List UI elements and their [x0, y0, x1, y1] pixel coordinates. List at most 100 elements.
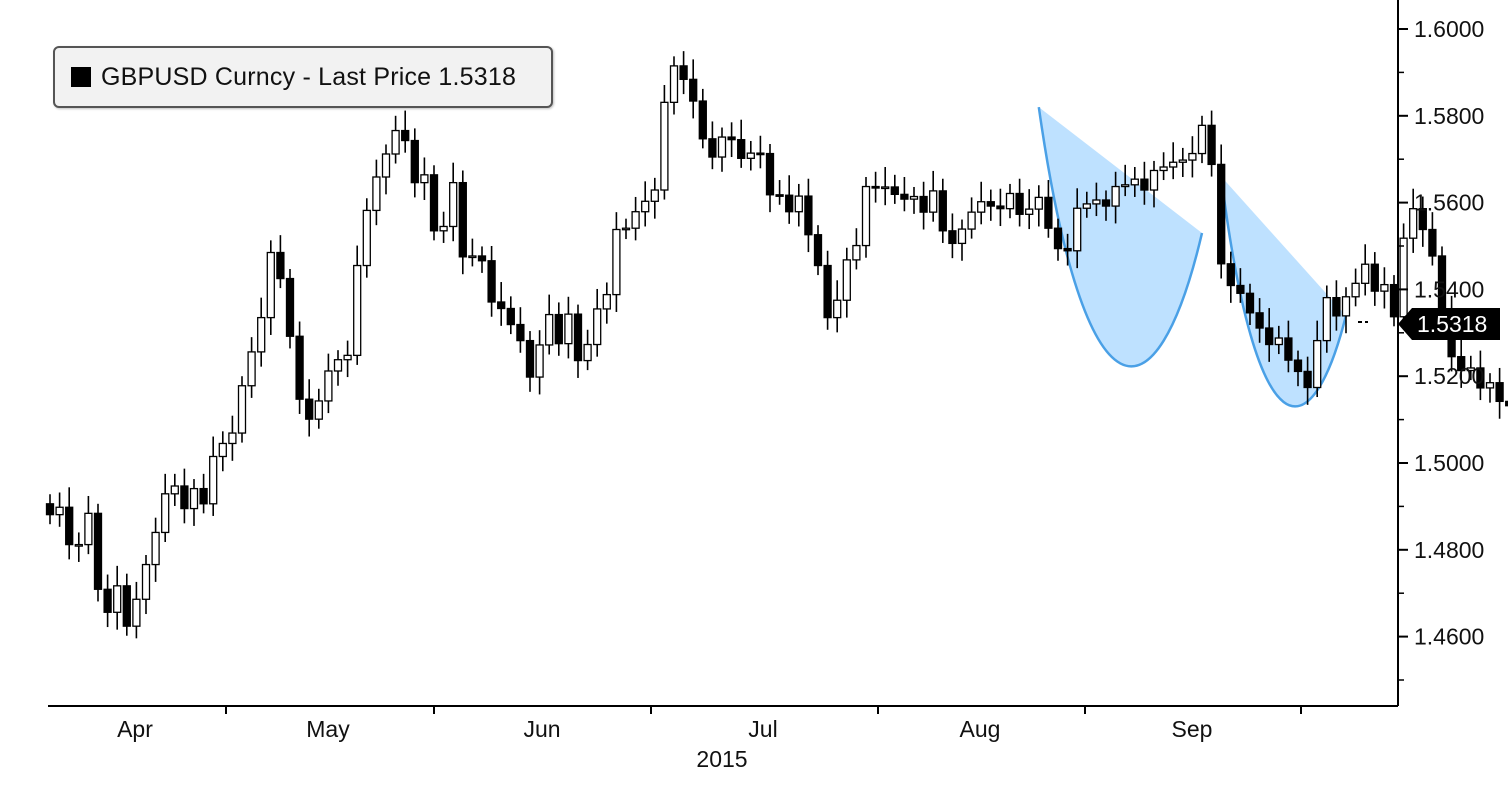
candle-body-down — [756, 152, 765, 156]
candle-body-up — [1121, 184, 1130, 188]
candle-body-up — [1178, 159, 1187, 163]
candle — [74, 532, 83, 562]
candle-body-up — [1034, 196, 1043, 210]
candle-body-up — [602, 293, 611, 310]
candle — [669, 56, 679, 115]
candle-body-down — [103, 588, 112, 613]
candle-body-up — [391, 129, 400, 155]
candle — [151, 517, 160, 582]
candle-body-up — [74, 543, 83, 547]
candle-body-down — [122, 585, 131, 627]
candle-body-down — [727, 136, 736, 141]
candle-body-up — [343, 354, 352, 361]
candle — [1236, 268, 1245, 303]
candle — [641, 181, 650, 227]
y-tick-label: 1.5600 — [1414, 190, 1484, 216]
candle — [1159, 152, 1168, 181]
candle-body-down — [1140, 178, 1149, 191]
candle-body-down — [775, 194, 784, 197]
candle-body-up — [1149, 169, 1159, 191]
candle — [765, 144, 775, 213]
candle-body-up — [1409, 208, 1418, 239]
candle — [170, 473, 179, 506]
candle — [804, 178, 813, 253]
candle-body-up — [794, 195, 803, 213]
y-axis-ticks: 1.6000 1.5800 1.5600 1.5400 1.5200 1.5000 1.48… — [1398, 16, 1484, 681]
candle-body-down — [708, 138, 717, 158]
candle — [708, 121, 717, 170]
candle-body-down — [1053, 227, 1063, 250]
x-tick-label-may: May — [306, 716, 350, 742]
candle — [1140, 161, 1149, 205]
candle — [1361, 244, 1370, 296]
candle-body-up — [314, 400, 323, 420]
candle-body-up — [967, 211, 976, 230]
x-tick-label-jun: Jun — [523, 716, 560, 742]
candle — [477, 246, 487, 273]
candle — [1418, 196, 1427, 247]
candle — [506, 296, 515, 335]
candle — [612, 212, 621, 312]
candle-body-up — [717, 136, 727, 158]
candle-body-up — [1399, 237, 1408, 318]
x-tick-label-jul: Jul — [748, 716, 777, 742]
candle — [189, 479, 199, 526]
candle — [420, 157, 429, 200]
candle — [429, 165, 439, 241]
candle — [861, 176, 871, 258]
candle-body-up — [362, 209, 371, 267]
candle — [1495, 367, 1504, 419]
candle — [957, 219, 967, 261]
candle — [1322, 285, 1331, 353]
candle — [247, 337, 256, 398]
candle-body-up — [468, 255, 477, 259]
candle-body-up — [353, 264, 362, 357]
candle-body-down — [295, 335, 304, 400]
candle — [1044, 180, 1053, 238]
candle — [1370, 252, 1379, 306]
candle — [650, 177, 659, 219]
candle-body-up — [1082, 203, 1091, 209]
candle-body-up — [333, 359, 343, 372]
candle-body-up — [1025, 208, 1034, 215]
candle-body-up — [420, 174, 429, 184]
candle — [84, 495, 93, 555]
candle-body-up — [228, 432, 237, 445]
candle — [439, 211, 448, 243]
candle-body-down — [1428, 228, 1437, 257]
candle — [977, 181, 986, 225]
candle-body-up — [833, 299, 842, 319]
candle-body-down — [804, 195, 813, 236]
candle — [285, 269, 295, 349]
candle — [1082, 191, 1091, 218]
candle-body-up — [564, 313, 573, 345]
candle-body-down — [823, 264, 832, 319]
candle-body-down — [996, 205, 1005, 210]
candle-body-down — [1265, 327, 1274, 346]
candle-body-up — [218, 442, 227, 458]
candle-body-up — [631, 211, 640, 229]
candle — [813, 225, 823, 276]
y-tick-label: 1.5200 — [1414, 363, 1484, 389]
candle-body-down — [45, 503, 55, 516]
candle-body-down — [813, 234, 823, 267]
candle-body-down — [1236, 284, 1245, 294]
candle-body-up — [381, 153, 391, 178]
candle — [1245, 283, 1255, 325]
y-tick-label: 1.4800 — [1414, 537, 1484, 563]
candle — [1485, 373, 1495, 403]
candle-body-up — [209, 455, 218, 505]
candle-body-down — [1476, 367, 1485, 389]
y-tick-label: 1.4600 — [1414, 624, 1484, 650]
candle-body-up — [266, 251, 275, 319]
candle — [621, 218, 631, 240]
candle — [775, 180, 784, 205]
candle — [1265, 308, 1274, 362]
candle — [93, 503, 103, 602]
candle — [362, 198, 371, 278]
candle-body-down — [477, 255, 487, 262]
last-price-tag: 1.5318 — [1398, 308, 1500, 340]
candle — [1121, 164, 1130, 197]
candle — [554, 302, 563, 356]
candle — [631, 196, 640, 241]
